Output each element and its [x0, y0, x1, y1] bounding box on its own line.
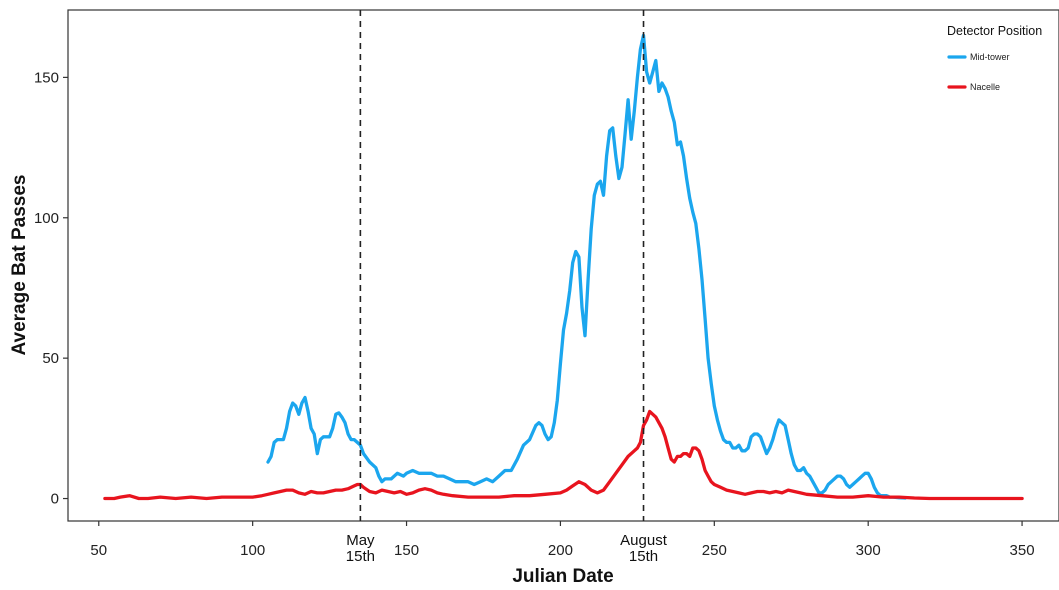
series-line-mid-tower	[266, 33, 907, 500]
x-tick-label: 350	[1010, 542, 1035, 559]
y-tick-label: 100	[34, 210, 59, 227]
plot-panel	[67, 9, 1059, 522]
x-tick-label: 250	[702, 542, 727, 559]
y-axis: 0 50 100 150	[34, 69, 68, 508]
x-axis-title: Julian Date	[512, 566, 613, 587]
x-tick-label: 200	[548, 542, 573, 559]
legend: Detector Position Mid-tower Nacelle	[947, 24, 1042, 92]
legend-label-mid-tower: Mid-tower	[970, 52, 1010, 62]
x-tick-label: 100	[240, 542, 265, 559]
y-tick-label: 50	[42, 350, 59, 367]
x-tick-label: 50	[90, 542, 107, 559]
annotation-label: 15th	[346, 548, 375, 565]
series-line-nacelle	[103, 409, 1024, 501]
annotation-label: August	[620, 532, 668, 549]
y-tick-label: 0	[51, 491, 59, 508]
legend-title: Detector Position	[947, 24, 1042, 38]
x-axis: 50 100 150 200 250 300 350	[90, 521, 1035, 559]
annotation-label: May	[346, 532, 375, 549]
x-tick-label: 300	[856, 542, 881, 559]
legend-label-nacelle: Nacelle	[970, 82, 1000, 92]
series-layer	[103, 33, 1024, 501]
y-tick-label: 150	[34, 69, 59, 86]
annotation-label: 15th	[629, 548, 658, 565]
x-tick-label: 150	[394, 542, 419, 559]
y-axis-title: Average Bat Passes	[9, 175, 30, 356]
